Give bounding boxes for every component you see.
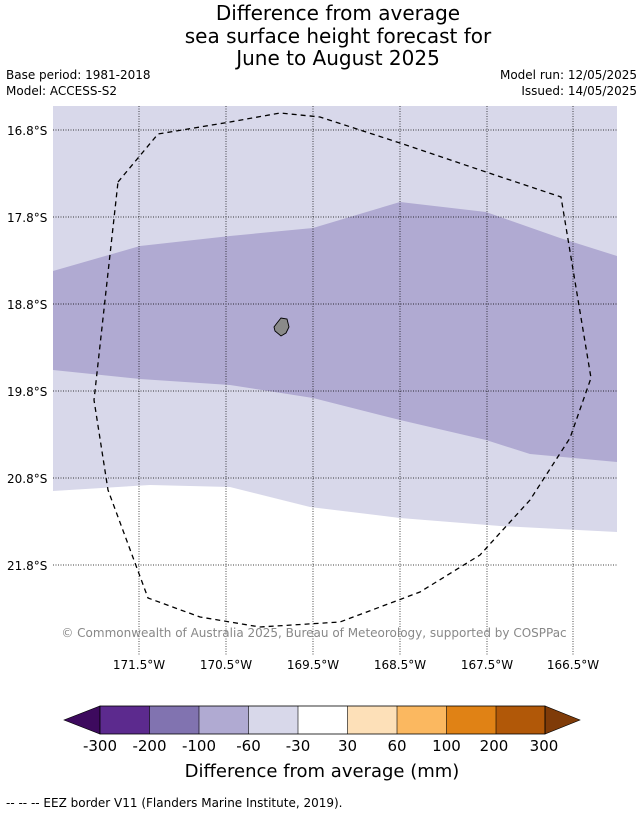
eez-border xyxy=(93,112,592,628)
meta-right: Model run: 12/05/2025 Issued: 14/05/2025 xyxy=(500,67,637,99)
colorbar-seg-9 xyxy=(496,706,545,734)
colorbar-tick-5: -30 xyxy=(286,737,311,755)
colorbar-tick-2: -200 xyxy=(132,737,166,755)
colorbar-seg-5 xyxy=(298,706,348,734)
title-line-3: June to August 2025 xyxy=(236,46,440,70)
lon-label-5: 167.5°W xyxy=(461,658,513,672)
colorbar-tick-7: 60 xyxy=(387,737,406,755)
colorbar-tick-10: 300 xyxy=(530,737,559,755)
model-name: Model: ACCESS-S2 xyxy=(6,84,118,98)
colorbar-seg-8 xyxy=(446,706,496,734)
colorbar-seg-7 xyxy=(397,706,447,734)
copyright-notice: © Commonwealth of Australia 2025, Bureau… xyxy=(61,626,566,640)
gridlines xyxy=(53,106,617,655)
title-line-1: Difference from average xyxy=(215,1,461,25)
colorbar-extend-high xyxy=(544,705,581,735)
lat-label-5: 20.8°S xyxy=(7,472,47,486)
lon-label-2: 170.5°W xyxy=(200,658,252,672)
colorbar-tick-8: 100 xyxy=(432,737,461,755)
colorbar-tick-4: -60 xyxy=(236,737,261,755)
lat-label-3: 18.8°S xyxy=(7,298,47,312)
colorbar-label: Difference from average (mm) xyxy=(184,761,460,782)
map-canvas: 16.8°S 17.8°S 18.8°S 19.8°S 20.8°S 21.8°… xyxy=(7,106,617,755)
lon-label-4: 168.5°W xyxy=(374,658,426,672)
lon-label-6: 166.5°W xyxy=(547,658,599,672)
anomaly-band-dark xyxy=(53,202,617,462)
eez-footnote: -- -- -- EEZ border V11 (Flanders Marine… xyxy=(6,796,343,810)
lat-label-1: 16.8°S xyxy=(7,124,47,138)
colorbar-seg-3 xyxy=(199,706,249,734)
colorbar-tick-1: -300 xyxy=(83,737,117,755)
base-period: Base period: 1981-2018 xyxy=(6,68,151,82)
lon-label-3: 169.5°W xyxy=(287,658,339,672)
model-run: Model run: 12/05/2025 xyxy=(499,68,637,82)
colorbar-tick-3: -100 xyxy=(182,737,216,755)
issued-date: Issued: 14/05/2025 xyxy=(521,84,637,98)
colorbar-tick-9: 200 xyxy=(480,737,509,755)
colorbar-seg-4 xyxy=(248,706,298,734)
lat-label-2: 17.8°S xyxy=(7,211,47,225)
lat-label-6: 21.8°S xyxy=(7,559,47,573)
colorbar-tick-6: 30 xyxy=(338,737,357,755)
colorbar-seg-6 xyxy=(347,706,397,734)
lat-label-4: 19.8°S xyxy=(7,385,47,399)
colorbar-seg-2 xyxy=(149,706,199,734)
colorbar: -300 -200 -100 -60 -30 30 60 100 200 300 xyxy=(63,705,581,755)
island-landmass xyxy=(273,317,290,337)
colorbar-seg-1 xyxy=(100,706,150,734)
colorbar-extend-low xyxy=(63,705,101,735)
chart-title: Difference from average sea surface heig… xyxy=(0,2,644,70)
meta-left: Base period: 1981-2018 Model: ACCESS-S2 xyxy=(6,67,151,99)
title-line-2: sea surface height forecast for xyxy=(184,23,492,48)
lon-label-1: 171.5°W xyxy=(113,658,165,672)
